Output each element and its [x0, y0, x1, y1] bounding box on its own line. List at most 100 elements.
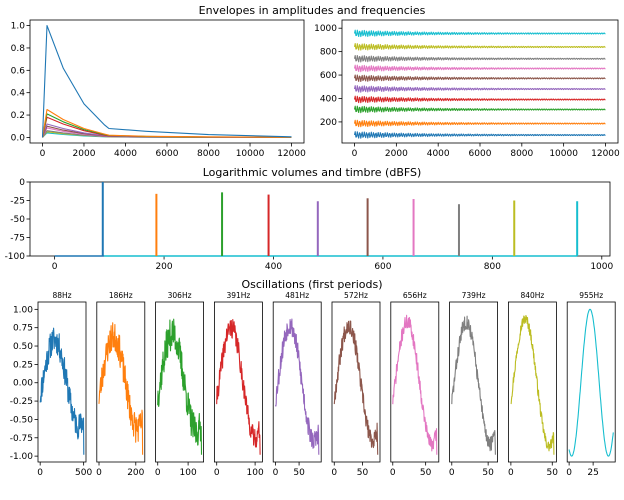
- frequency-envelope-chart: 0 2000 4000 6000 8000 10000 12000 200 400 600 800 1…: [314, 19, 620, 159]
- y-tick-label: 0.6: [11, 66, 26, 76]
- x-tick-label: 400: [265, 262, 282, 272]
- x-tick-label: 0: [508, 468, 514, 478]
- frequency-band-955Hz: [353, 29, 606, 38]
- y-tick-label: 0.50: [13, 342, 33, 352]
- x-tick-label: 0: [273, 468, 279, 478]
- x-tick-label: 4000: [427, 149, 450, 159]
- x-tick-label: 0: [37, 468, 43, 478]
- volumes-title: Logarithmic volumes and timbre (dBFS): [203, 166, 422, 179]
- axes-frame: [29, 181, 611, 257]
- axes-frame: [449, 301, 499, 463]
- x-tick-label: 100: [247, 468, 264, 478]
- y-tick-label: -0.75: [10, 434, 33, 444]
- y-tick-label: -50: [10, 215, 25, 225]
- x-tick-label: 200: [155, 262, 172, 272]
- x-tick-label: 25: [587, 468, 598, 478]
- x-tick-label: 100: [180, 468, 197, 478]
- oscillation-line-572Hz: [333, 320, 379, 455]
- y-tick-label: 200: [320, 118, 337, 128]
- frequency-band-572Hz: [353, 74, 606, 83]
- y-tick-label: 1.00: [13, 305, 33, 315]
- oscillation-title-739Hz: 739Hz: [462, 291, 486, 300]
- axes-frame: [155, 301, 205, 463]
- x-tick-label: 8000: [197, 149, 220, 159]
- oscillation-line-391Hz: [216, 318, 261, 455]
- oscillation-title-88Hz: 88Hz: [52, 291, 71, 300]
- frequency-band-840Hz: [353, 43, 606, 51]
- x-tick-label: 200: [127, 468, 144, 478]
- y-tick-label: -25: [10, 197, 25, 207]
- oscillations-chart: 0 5001.000.750.500.250.00-0.25-0.50-0.75-…: [10, 291, 616, 478]
- y-tick-label: 0.2: [11, 111, 25, 121]
- oscillation-line-955Hz: [568, 308, 614, 457]
- frequency-band-88Hz: [353, 131, 606, 139]
- oscillation-title-572Hz: 572Hz: [344, 291, 368, 300]
- x-tick-label: 4000: [114, 149, 137, 159]
- oscillation-title-186Hz: 186Hz: [109, 291, 133, 300]
- y-tick-label: -0.25: [10, 397, 33, 407]
- y-tick-label: -100: [5, 252, 26, 262]
- oscillation-line-306Hz: [157, 318, 203, 455]
- y-tick-label: 1000: [314, 24, 337, 34]
- envelopes-title: Envelopes in amplitudes and frequencies: [199, 4, 426, 17]
- oscillation-line-88Hz: [39, 327, 85, 455]
- x-tick-label: 10000: [549, 149, 578, 159]
- frequency-band-306Hz: [353, 105, 606, 114]
- oscillation-line-656Hz: [392, 314, 438, 455]
- x-tick-label: 2000: [73, 149, 96, 159]
- x-tick-label: 6000: [469, 149, 492, 159]
- oscillation-line-186Hz: [98, 322, 144, 455]
- oscillations-title: Oscillations (first periods): [242, 278, 383, 291]
- x-tick-label: 0: [331, 468, 337, 478]
- x-tick-label: 50: [547, 468, 559, 478]
- y-tick-label: -1.00: [10, 452, 34, 462]
- amplitude-envelope-chart: 0 2000 4000 6000 8000 10000 12000 0.0 0.2 0.4 0.6 0…: [11, 19, 306, 159]
- oscillation-title-955Hz: 955Hz: [579, 291, 603, 300]
- x-tick-label: 1000: [590, 262, 613, 272]
- x-tick-label: 0: [449, 468, 455, 478]
- x-tick-label: 0: [566, 468, 572, 478]
- x-tick-label: 50: [293, 468, 305, 478]
- frequency-band-739Hz: [353, 54, 606, 63]
- y-tick-label: 400: [320, 94, 337, 104]
- axes-frame: [272, 301, 322, 463]
- y-tick-label: -75: [10, 234, 25, 244]
- frequency-band-656Hz: [353, 64, 606, 73]
- axes-frame: [213, 301, 263, 463]
- x-tick-label: 2000: [385, 149, 408, 159]
- x-tick-label: 50: [357, 468, 369, 478]
- y-tick-label: -0.50: [10, 415, 34, 425]
- x-tick-label: 0: [214, 468, 220, 478]
- x-tick-label: 600: [374, 262, 391, 272]
- volumes-timbre-chart: 0 200 400 600 800 1000 0 -25 -50 -75 -100: [5, 178, 614, 272]
- x-tick-label: 800: [484, 262, 501, 272]
- x-tick-label: 500: [75, 468, 92, 478]
- x-tick-label: 6000: [156, 149, 179, 159]
- y-tick-label: 0.00: [13, 379, 33, 389]
- x-tick-label: 10000: [236, 149, 265, 159]
- oscillation-line-840Hz: [510, 314, 555, 455]
- x-tick-label: 0: [40, 149, 46, 159]
- frequency-band-481Hz: [353, 85, 606, 93]
- frequency-band-186Hz: [353, 119, 606, 128]
- x-tick-label: 12000: [591, 149, 620, 159]
- x-tick-label: 12000: [277, 149, 306, 159]
- oscillation-title-306Hz: 306Hz: [168, 291, 192, 300]
- axes-frame: [390, 301, 440, 463]
- y-tick-label: 1.0: [11, 22, 26, 32]
- oscillation-line-481Hz: [275, 318, 320, 455]
- y-tick-label: 0.25: [13, 360, 33, 370]
- frequency-band-391Hz: [353, 95, 606, 104]
- x-tick-label: 0: [96, 468, 102, 478]
- x-tick-label: 0: [155, 468, 161, 478]
- y-tick-label: 0.75: [13, 324, 33, 334]
- y-tick-label: 0.4: [11, 89, 26, 99]
- axes-frame: [331, 301, 381, 463]
- axes-frame: [96, 301, 146, 463]
- oscillation-line-739Hz: [451, 315, 496, 455]
- x-tick-label: 0: [52, 262, 58, 272]
- x-tick-label: 50: [482, 468, 494, 478]
- y-tick-label: 600: [320, 71, 337, 81]
- axes-frame: [37, 301, 87, 463]
